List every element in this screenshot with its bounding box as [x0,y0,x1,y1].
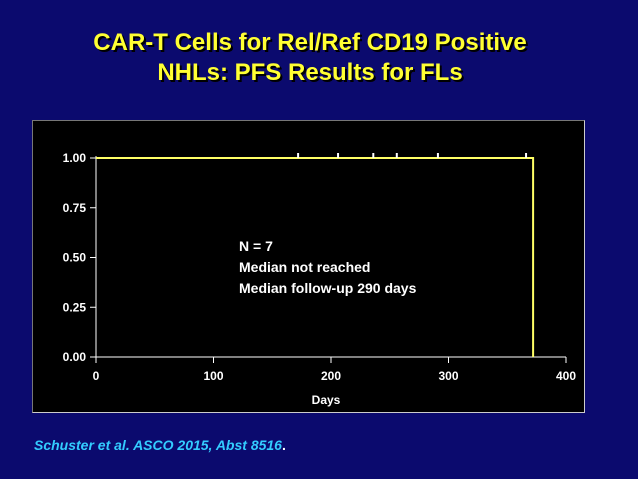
x-tick-label: 100 [203,369,223,383]
citation-text: Schuster et al. ASCO 2015, Abst 8516 [34,437,282,453]
annotation-line: Median follow-up 290 days [239,280,417,296]
y-tick-label: 0.75 [63,201,87,215]
slide-title: CAR-T Cells for Rel/Ref CD19 Positive NH… [0,28,620,88]
annotation-line: Median not reached [239,259,370,275]
slide-title-line-1: CAR-T Cells for Rel/Ref CD19 Positive [93,29,527,56]
citation-period: . [281,437,286,453]
pfs-chart: 0.00 0.25 0.50 0.75 1.00 0 100 200 300 400 N = 7… [63,151,577,407]
annotation-line: N = 7 [239,238,273,254]
y-axis: 0.00 0.25 0.50 0.75 1.00 [63,151,97,364]
slide-title-line-2: NHLs: PFS Results for FLs [157,59,463,86]
x-tick-label: 300 [438,369,458,383]
km-curve [96,153,535,357]
x-tick-label: 200 [321,369,341,383]
survival-step-line [96,157,535,357]
y-tick-label: 0.00 [63,350,87,364]
x-tick-label: 0 [93,369,100,383]
annotation: N = 7 Median not reached Median follow-up … [239,238,417,296]
chart-panel: 0.00 0.25 0.50 0.75 1.00 0 100 200 300 400 N = 7… [32,120,585,413]
x-axis-label: Days [312,393,341,407]
x-tick-label: 400 [556,369,576,383]
x-axis: 0 100 200 300 400 [93,356,576,383]
y-tick-label: 0.25 [63,300,87,314]
citation: Schuster et al. ASCO 2015, Abst 8516. [34,437,286,453]
y-tick-label: 1.00 [63,151,87,165]
y-tick-label: 0.50 [63,251,87,265]
